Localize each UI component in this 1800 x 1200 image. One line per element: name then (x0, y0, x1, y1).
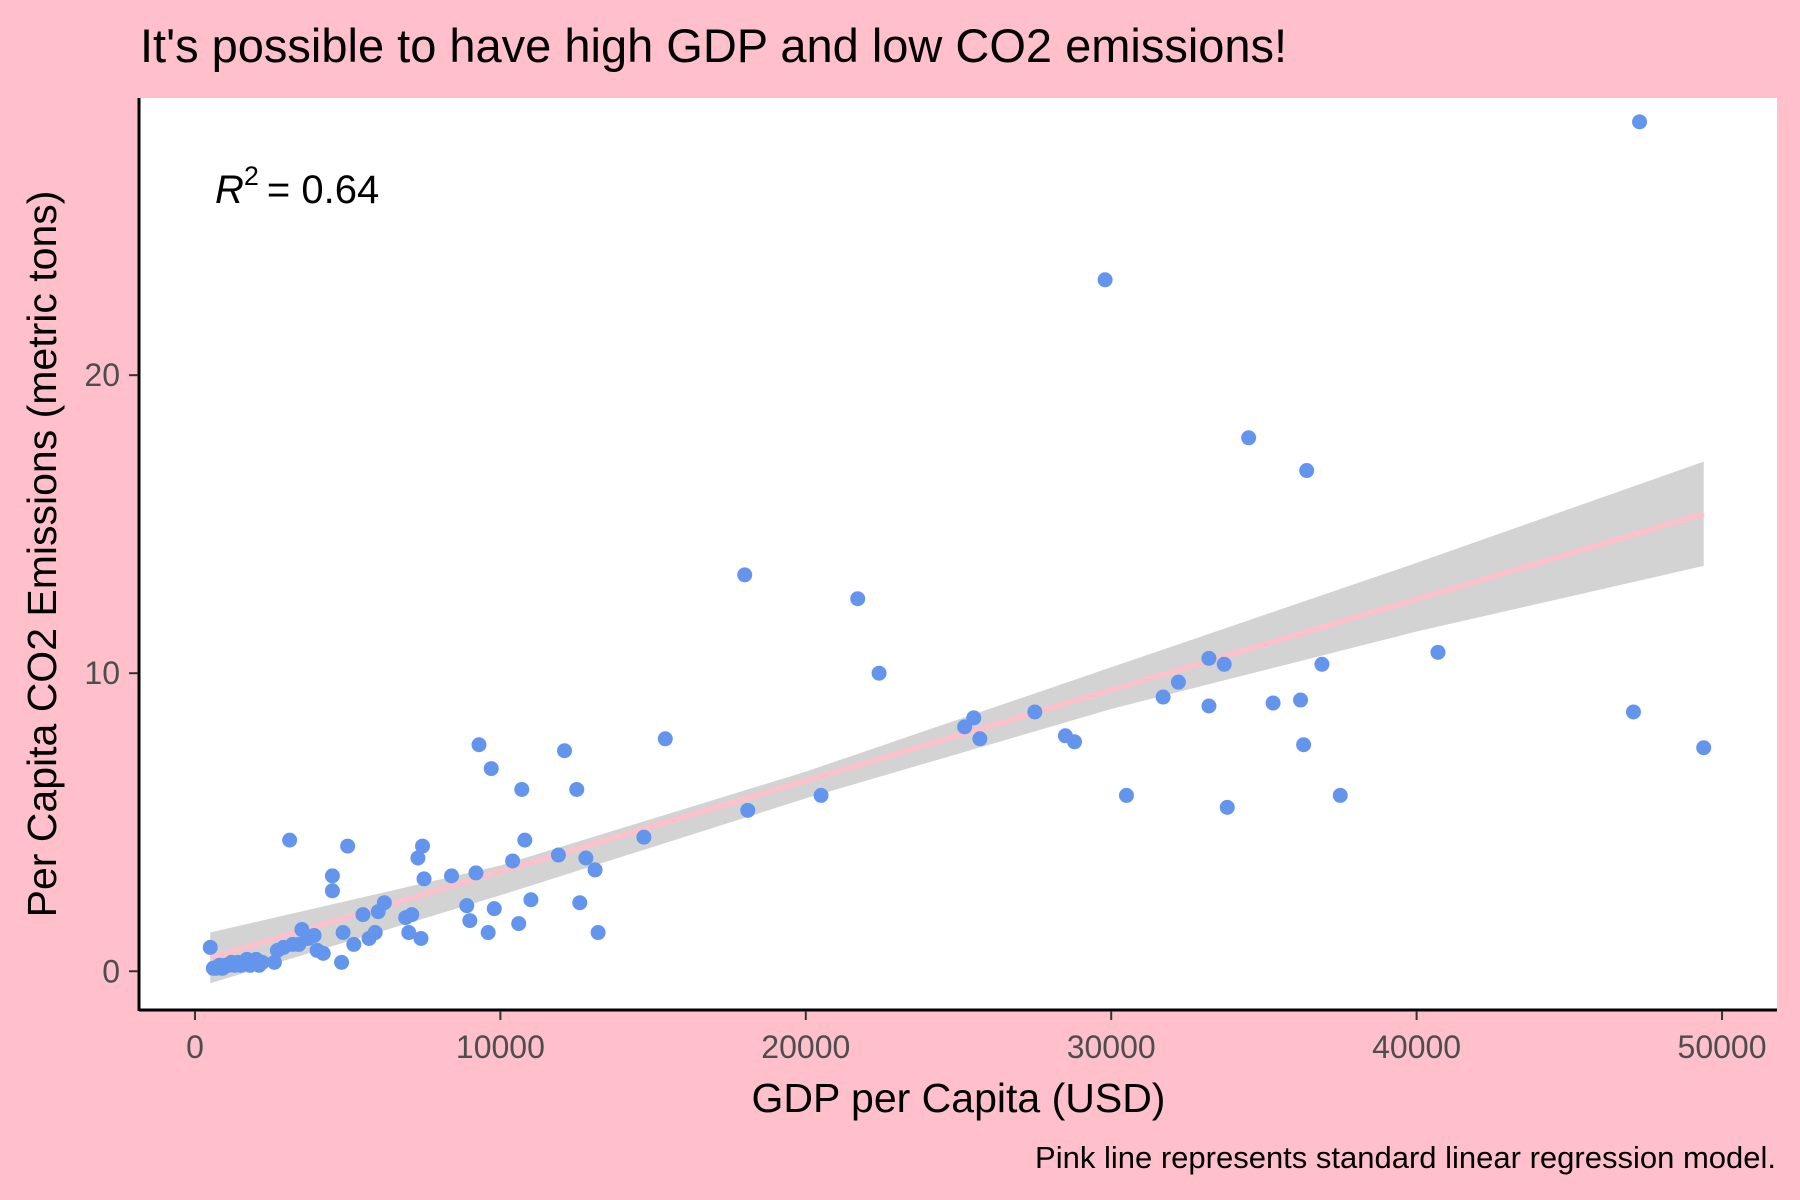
regression-line (209, 511, 1705, 961)
x-axis-ticks: 0 10000 20000 30000 40000 50000 (186, 1011, 1767, 1065)
data-point (514, 781, 530, 797)
data-point (462, 913, 478, 929)
data-point (1201, 650, 1217, 666)
data-point (1632, 114, 1648, 130)
data-point (1299, 463, 1315, 479)
data-point (813, 787, 829, 803)
data-point (1097, 272, 1113, 288)
data-point (1201, 698, 1217, 714)
data-point (416, 871, 432, 887)
data-point (737, 567, 753, 583)
data-point (1155, 689, 1171, 705)
r-squared-symbol: R (215, 168, 244, 212)
data-point (578, 850, 594, 866)
data-point (459, 898, 475, 914)
y-axis-ticks: 0 10 20 (84, 357, 138, 989)
data-point (254, 954, 270, 970)
y-tick-label: 10 (84, 655, 120, 691)
data-point (306, 927, 322, 943)
regression-line-layer (209, 511, 1705, 961)
data-point (324, 883, 340, 899)
data-point (486, 901, 502, 917)
data-point (569, 781, 585, 797)
data-point (334, 954, 350, 970)
data-point (511, 916, 527, 932)
data-point (590, 925, 606, 941)
y-tick-label: 0 (102, 953, 120, 989)
x-tick-label: 40000 (1372, 1029, 1461, 1065)
data-point (1696, 740, 1712, 756)
data-point (401, 925, 417, 941)
data-point (324, 868, 340, 884)
data-point (1625, 704, 1641, 720)
y-tick-label: 20 (84, 357, 120, 393)
data-point (850, 591, 866, 607)
r-squared-exponent: 2 (244, 161, 259, 191)
data-point (335, 925, 351, 941)
data-point (404, 907, 420, 923)
data-point (587, 862, 603, 878)
data-point (550, 847, 566, 863)
data-point (572, 895, 588, 911)
data-point (1430, 644, 1446, 660)
data-point (367, 925, 383, 941)
x-tick-label: 20000 (761, 1029, 850, 1065)
data-point (483, 761, 499, 777)
x-tick-label: 50000 (1678, 1029, 1767, 1065)
data-point (413, 930, 429, 946)
data-point (505, 853, 521, 869)
data-point (871, 665, 887, 681)
data-point (415, 838, 431, 854)
data-point (480, 925, 496, 941)
data-point (1265, 695, 1281, 711)
data-point (376, 895, 392, 911)
data-point (523, 892, 539, 908)
x-axis-label: GDP per Capita (USD) (752, 1075, 1166, 1121)
data-point (636, 829, 652, 845)
data-point (657, 731, 673, 747)
chart-title: It's possible to have high GDP and low C… (140, 19, 1287, 72)
data-point (1170, 674, 1186, 690)
data-point (346, 936, 362, 952)
data-point (1241, 430, 1257, 446)
data-point (1219, 799, 1235, 815)
data-point (966, 710, 982, 726)
data-point (266, 954, 282, 970)
x-tick-label: 10000 (456, 1029, 545, 1065)
data-point (557, 743, 573, 759)
chart-caption: Pink line represents standard linear reg… (1035, 1140, 1776, 1175)
data-point (202, 939, 218, 955)
x-tick-label: 30000 (1067, 1029, 1156, 1065)
y-axis-label: Per Capita CO2 Emissions (metric tons) (19, 191, 65, 918)
data-point (1118, 787, 1134, 803)
data-point (1216, 656, 1232, 672)
data-point (1067, 734, 1083, 750)
data-point (315, 945, 331, 961)
data-point (444, 868, 460, 884)
data-points-layer (202, 114, 1712, 976)
data-point (1332, 787, 1348, 803)
data-point (1296, 737, 1312, 753)
data-point (740, 802, 756, 818)
data-point (282, 832, 298, 848)
data-point (1027, 704, 1043, 720)
data-point (471, 737, 487, 753)
x-tick-label: 0 (186, 1029, 204, 1065)
r-squared-value: = 0.64 (267, 168, 379, 212)
data-point (1293, 692, 1309, 708)
r-squared-annotation: R2 = 0.64 (215, 161, 379, 212)
data-point (468, 865, 484, 881)
data-point (972, 731, 988, 747)
data-point (340, 838, 356, 854)
data-point (1314, 656, 1330, 672)
data-point (517, 832, 533, 848)
data-point (355, 907, 371, 923)
data-point (410, 850, 426, 866)
